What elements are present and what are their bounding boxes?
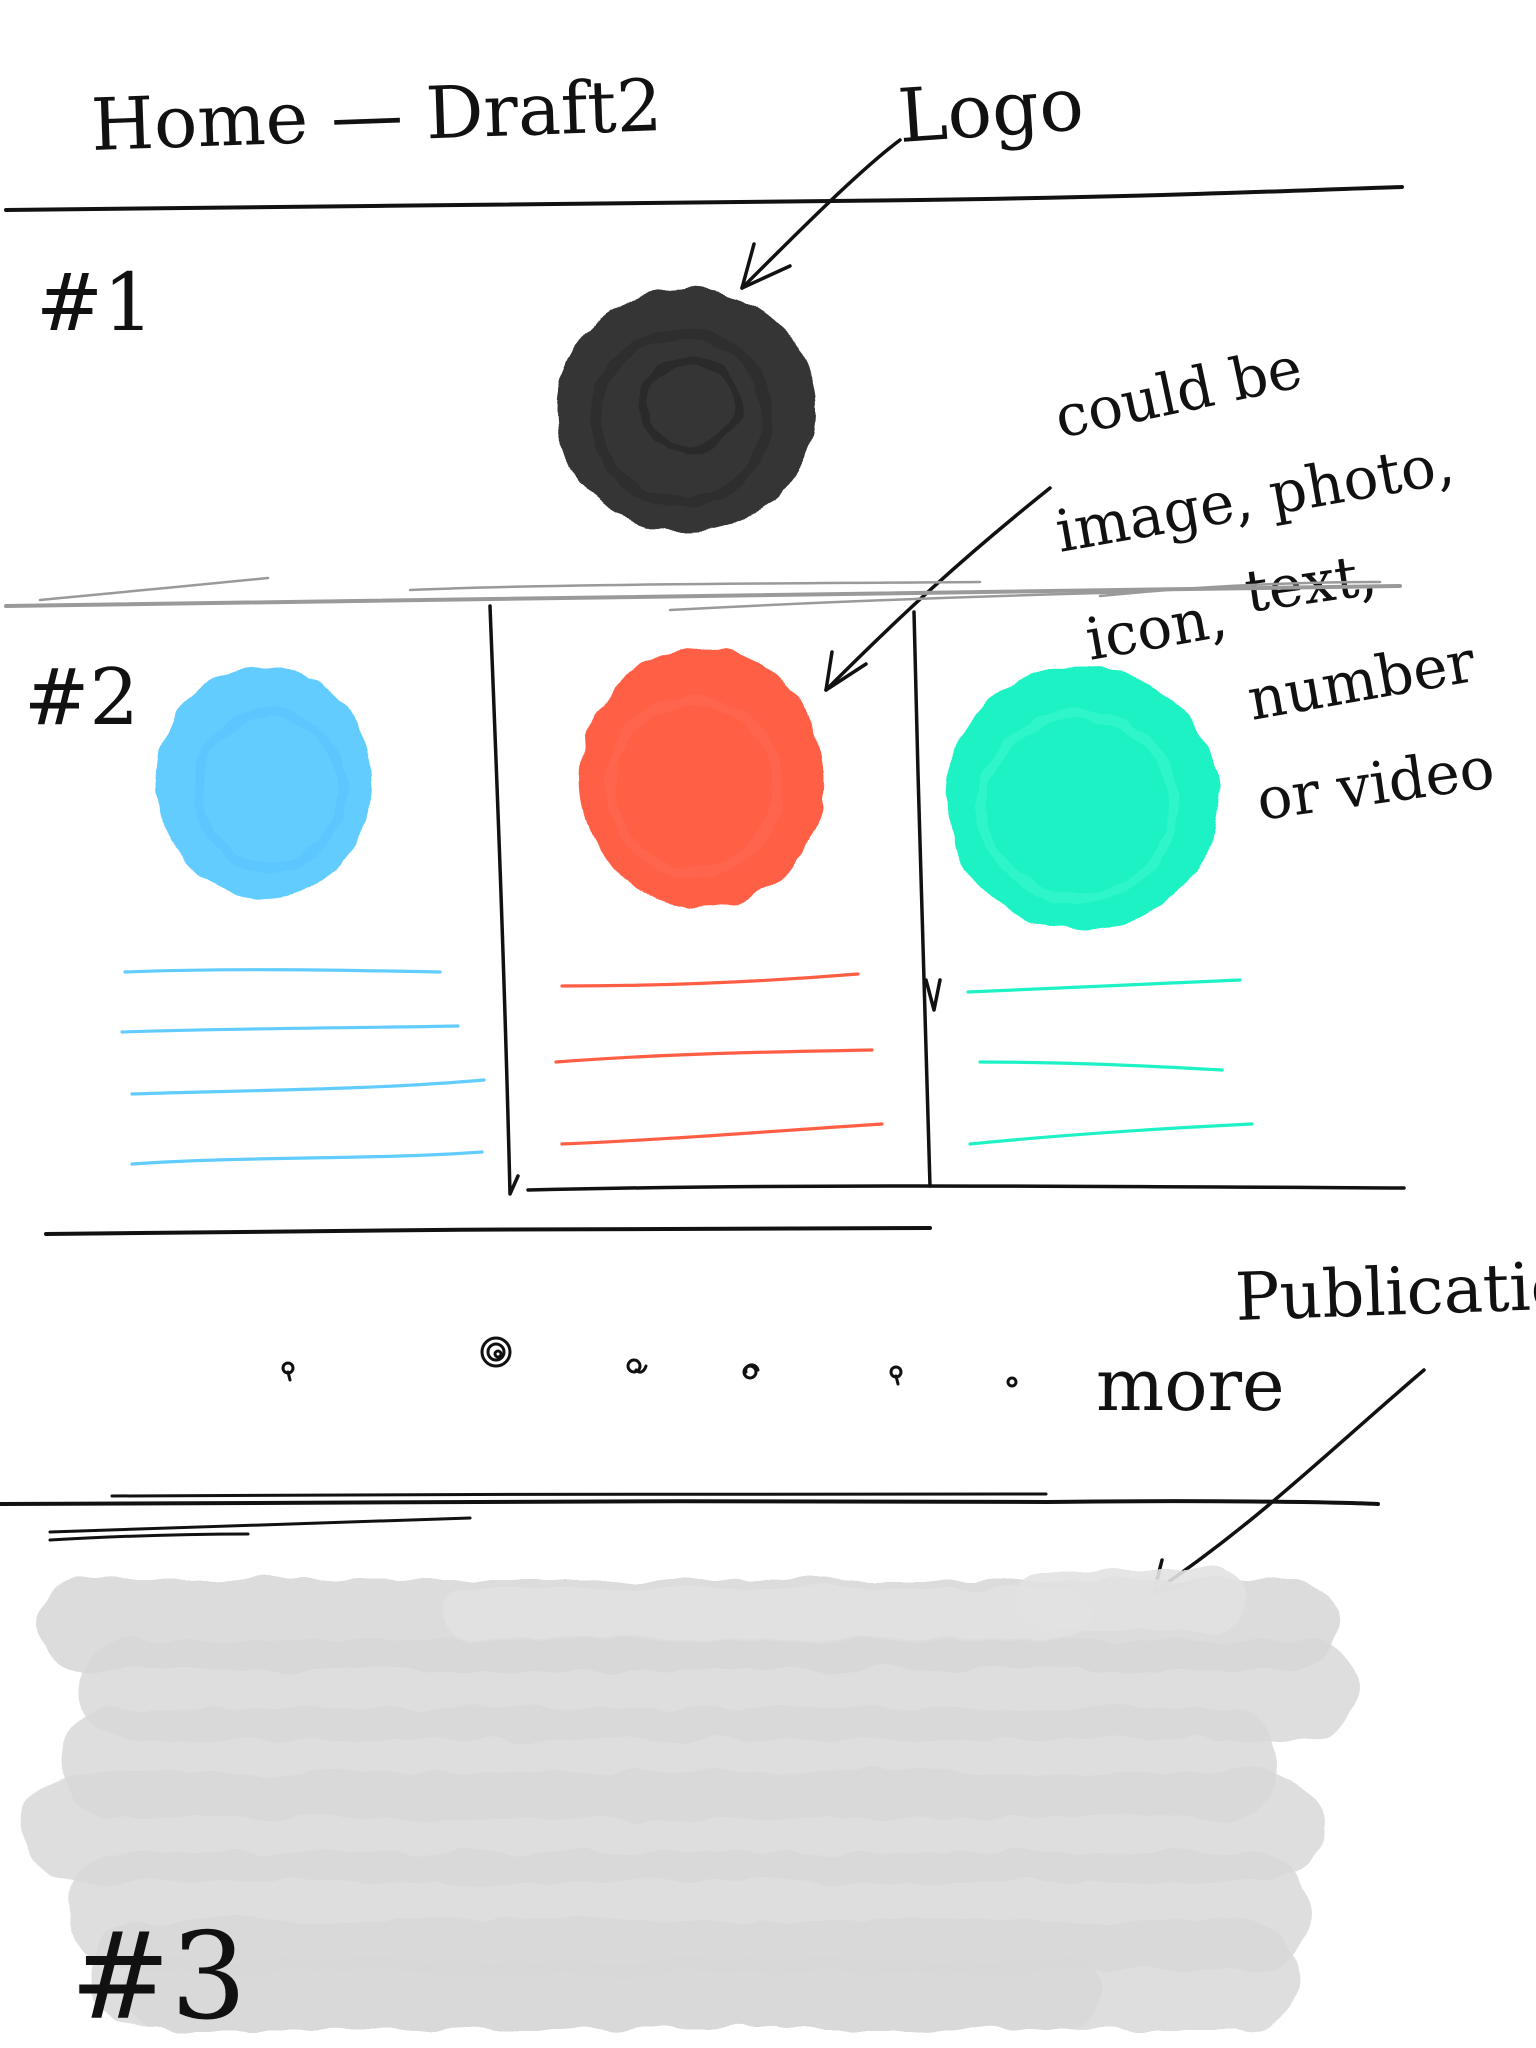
card-red <box>554 648 884 1146</box>
cards-bottom-line <box>526 1184 1406 1192</box>
card-divider-left <box>488 604 520 1196</box>
pagination-dot[interactable] <box>626 1358 648 1374</box>
card-teal-text-line <box>978 1060 1224 1072</box>
card-blue-text-line <box>130 1078 486 1096</box>
card-blue-text-line <box>123 968 442 974</box>
pagination-dot-active[interactable] <box>480 1336 512 1368</box>
header-divider <box>4 185 1404 212</box>
section-1-label: #1 <box>36 256 154 349</box>
pagination-dot[interactable] <box>281 1361 295 1382</box>
annotation-image-photo: image, photo, <box>1051 429 1459 566</box>
card-blue-text-line <box>130 1150 484 1166</box>
section-2: #2 <box>24 604 1254 1196</box>
publication-placeholder-block[interactable] <box>20 1570 1358 2030</box>
card-blue-media-icon <box>156 666 372 898</box>
page-header: Home — Draft2 Logo <box>90 61 1086 290</box>
publication-label: Publication <box>1234 1246 1536 1336</box>
section-3: #3 <box>20 1570 1358 2047</box>
card-teal <box>946 666 1254 1146</box>
card-teal-media-icon <box>946 666 1218 930</box>
logo-annotation-arrowhead <box>740 242 792 290</box>
card-red-media-icon <box>580 648 824 908</box>
pagination-dot[interactable] <box>1006 1376 1018 1388</box>
annotation-could-be: could be <box>1049 333 1308 452</box>
section-2-label: #2 <box>24 653 139 743</box>
publication-annotation: Publication <box>1152 1246 1536 1594</box>
publication-divider <box>0 1492 1380 1542</box>
more-link[interactable]: more <box>1096 1343 1285 1427</box>
section-3-label: #3 <box>70 1908 247 2047</box>
annotation-arrow <box>824 486 1052 692</box>
section-1-divider <box>4 576 1402 612</box>
card-teal-text-line <box>968 1122 1254 1146</box>
card-red-text-line <box>554 1048 874 1064</box>
annotation-arrowhead <box>824 650 868 692</box>
pagination-dot[interactable] <box>742 1363 760 1380</box>
logo-placeholder-icon <box>556 288 816 532</box>
page-title: Home — Draft2 <box>90 63 664 167</box>
card-divider-right <box>912 610 932 1188</box>
logo-annotation-arrow <box>740 138 902 290</box>
card-divider-right-mark <box>924 978 942 1012</box>
card-blue-text-line <box>120 1024 460 1034</box>
publication-arrow <box>1152 1368 1426 1594</box>
card-red-text-line <box>560 972 860 988</box>
annotation-or-video: or video <box>1252 733 1498 834</box>
pagination-dot[interactable] <box>889 1365 903 1386</box>
pagination-row: more <box>281 1336 1285 1427</box>
annotation-number: number <box>1243 627 1480 734</box>
card-red-text-line <box>560 1122 884 1146</box>
section-2-divider <box>44 1226 932 1236</box>
card-blue <box>120 666 486 1166</box>
logo-annotation-label: Logo <box>895 61 1086 160</box>
card-teal-text-line <box>966 978 1242 994</box>
